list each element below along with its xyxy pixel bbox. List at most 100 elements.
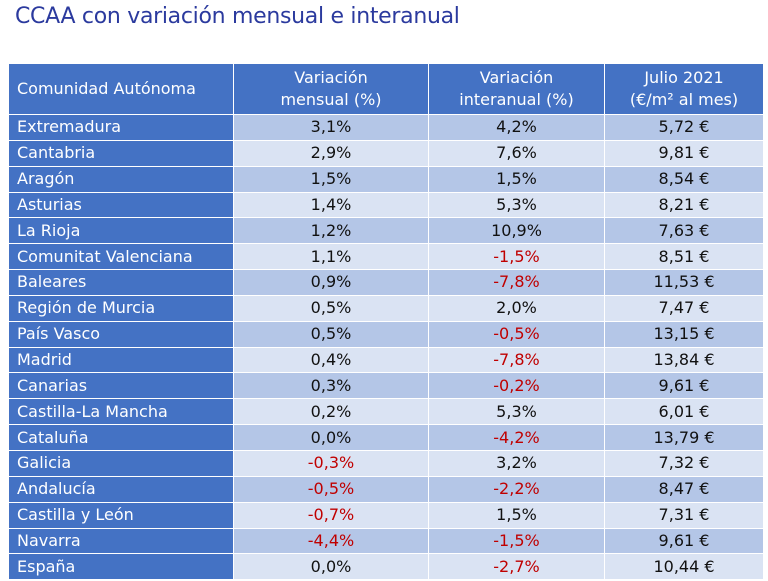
- monthly-change-cell: 0,2%: [233, 398, 429, 426]
- table-row: Canarias 0,3% -0,2% 9,61 €: [8, 372, 764, 400]
- monthly-change-cell: 1,1%: [233, 243, 429, 271]
- annual-change-cell: 5,3%: [428, 191, 605, 219]
- price-cell: 8,47 €: [604, 475, 764, 503]
- annual-change-cell: -2,2%: [428, 475, 605, 503]
- header-annual-line1: Variación: [479, 68, 554, 87]
- page-title: CCAA con variación mensual e interanual: [15, 4, 460, 29]
- annual-change-cell: -7,8%: [428, 269, 605, 296]
- price-cell: 9,61 €: [604, 372, 764, 400]
- annual-change-cell: 4,2%: [428, 114, 605, 141]
- price-cell: 8,54 €: [604, 165, 764, 193]
- table-row: La Rioja 1,2% 10,9% 7,63 €: [8, 217, 764, 245]
- table-row: España 0,0% -2,7% 10,44 €: [8, 553, 764, 581]
- data-table: Comunidad Autónoma Variación mensual (%)…: [8, 63, 764, 581]
- region-cell: Castilla-La Mancha: [8, 398, 234, 426]
- monthly-change-cell: -4,4%: [233, 527, 429, 555]
- region-cell: Cantabria: [8, 139, 234, 167]
- price-cell: 7,63 €: [604, 217, 764, 245]
- table-row: Madrid 0,4% -7,8% 13,84 €: [8, 346, 764, 374]
- header-monthly: Variación mensual (%): [233, 63, 429, 115]
- region-cell: Madrid: [8, 346, 234, 374]
- region-cell: Navarra: [8, 527, 234, 555]
- table-row: Extremadura 3,1% 4,2% 5,72 €: [8, 114, 764, 141]
- price-cell: 8,21 €: [604, 191, 764, 219]
- monthly-change-cell: 0,4%: [233, 346, 429, 374]
- region-cell: España: [8, 553, 234, 581]
- region-cell: Galicia: [8, 449, 234, 477]
- region-cell: La Rioja: [8, 217, 234, 245]
- table-row: Cantabria 2,9% 7,6% 9,81 €: [8, 139, 764, 167]
- region-cell: Cataluña: [8, 424, 234, 451]
- monthly-change-cell: 0,9%: [233, 269, 429, 296]
- monthly-change-cell: -0,3%: [233, 449, 429, 477]
- monthly-change-cell: 2,9%: [233, 139, 429, 167]
- header-monthly-line2: mensual (%): [280, 90, 382, 109]
- annual-change-cell: 1,5%: [428, 501, 605, 529]
- annual-change-cell: -7,8%: [428, 346, 605, 374]
- price-cell: 7,47 €: [604, 294, 764, 322]
- table-row: Baleares 0,9% -7,8% 11,53 €: [8, 269, 764, 296]
- annual-change-cell: -2,7%: [428, 553, 605, 581]
- price-cell: 10,44 €: [604, 553, 764, 581]
- region-cell: Comunitat Valenciana: [8, 243, 234, 271]
- table-row: Asturias 1,4% 5,3% 8,21 €: [8, 191, 764, 219]
- region-cell: País Vasco: [8, 320, 234, 348]
- region-cell: Asturias: [8, 191, 234, 219]
- monthly-change-cell: 1,4%: [233, 191, 429, 219]
- header-price-line2: (€/m² al mes): [629, 90, 739, 109]
- annual-change-cell: 10,9%: [428, 217, 605, 245]
- region-cell: Región de Murcia: [8, 294, 234, 322]
- annual-change-cell: -1,5%: [428, 243, 605, 271]
- monthly-change-cell: 1,5%: [233, 165, 429, 193]
- annual-change-cell: -4,2%: [428, 424, 605, 451]
- price-cell: 13,79 €: [604, 424, 764, 451]
- table-row: Castilla-La Mancha 0,2% 5,3% 6,01 €: [8, 398, 764, 426]
- region-cell: Andalucía: [8, 475, 234, 503]
- table-row: Galicia -0,3% 3,2% 7,32 €: [8, 449, 764, 477]
- annual-change-cell: 2,0%: [428, 294, 605, 322]
- annual-change-cell: 1,5%: [428, 165, 605, 193]
- table-row: Andalucía -0,5% -2,2% 8,47 €: [8, 475, 764, 503]
- header-price: Julio 2021 (€/m² al mes): [604, 63, 764, 115]
- header-region: Comunidad Autónoma: [8, 63, 234, 115]
- monthly-change-cell: 0,3%: [233, 372, 429, 400]
- region-cell: Aragón: [8, 165, 234, 193]
- annual-change-cell: 3,2%: [428, 449, 605, 477]
- price-cell: 5,72 €: [604, 114, 764, 141]
- table-row: Comunitat Valenciana 1,1% -1,5% 8,51 €: [8, 243, 764, 271]
- annual-change-cell: 7,6%: [428, 139, 605, 167]
- price-cell: 13,84 €: [604, 346, 764, 374]
- annual-change-cell: -1,5%: [428, 527, 605, 555]
- price-cell: 9,81 €: [604, 139, 764, 167]
- region-cell: Canarias: [8, 372, 234, 400]
- monthly-change-cell: 0,0%: [233, 553, 429, 581]
- monthly-change-cell: 0,0%: [233, 424, 429, 451]
- monthly-change-cell: -0,7%: [233, 501, 429, 529]
- price-cell: 7,31 €: [604, 501, 764, 529]
- region-cell: Baleares: [8, 269, 234, 296]
- header-annual-line2: interanual (%): [459, 90, 574, 109]
- region-cell: Extremadura: [8, 114, 234, 141]
- price-cell: 6,01 €: [604, 398, 764, 426]
- annual-change-cell: -0,2%: [428, 372, 605, 400]
- region-cell: Castilla y León: [8, 501, 234, 529]
- table-row: Navarra -4,4% -1,5% 9,61 €: [8, 527, 764, 555]
- price-cell: 7,32 €: [604, 449, 764, 477]
- table-row: Castilla y León -0,7% 1,5% 7,31 €: [8, 501, 764, 529]
- price-cell: 9,61 €: [604, 527, 764, 555]
- monthly-change-cell: 1,2%: [233, 217, 429, 245]
- header-price-line1: Julio 2021: [644, 68, 724, 87]
- price-cell: 13,15 €: [604, 320, 764, 348]
- table-row: Cataluña 0,0% -4,2% 13,79 €: [8, 424, 764, 451]
- header-monthly-line1: Variación: [294, 68, 368, 87]
- table-body: Extremadura 3,1% 4,2% 5,72 € Cantabria 2,9% 7,…: [8, 114, 764, 581]
- table-row: País Vasco 0,5% -0,5% 13,15 €: [8, 320, 764, 348]
- monthly-change-cell: 0,5%: [233, 320, 429, 348]
- header-row: Comunidad Autónoma Variación mensual (%)…: [8, 63, 764, 115]
- table-row: Región de Murcia 0,5% 2,0% 7,47 €: [8, 294, 764, 322]
- price-cell: 8,51 €: [604, 243, 764, 271]
- price-cell: 11,53 €: [604, 269, 764, 296]
- monthly-change-cell: -0,5%: [233, 475, 429, 503]
- header-region-label: Comunidad Autónoma: [17, 79, 196, 98]
- header-annual: Variación interanual (%): [428, 63, 605, 115]
